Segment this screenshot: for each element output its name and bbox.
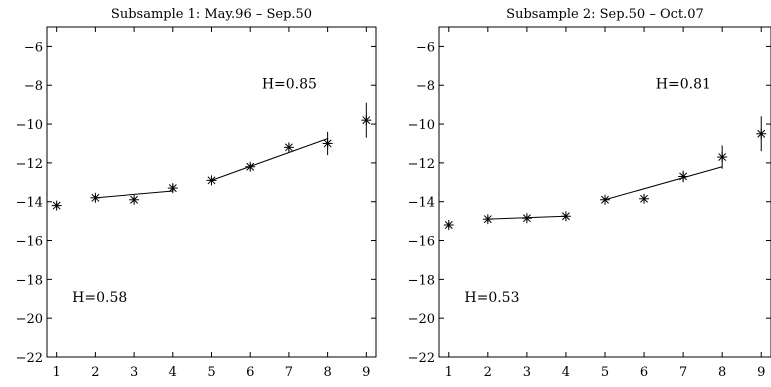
asterisk-stroke <box>362 116 371 125</box>
asterisk-stroke <box>284 143 293 152</box>
y-tick-label: −6 <box>416 40 435 55</box>
data-point <box>717 145 728 169</box>
y-tick-label: −12 <box>16 157 43 172</box>
y-tick-label: −18 <box>408 273 435 288</box>
chart-title: Subsample 2: Sep.50 – Oct.07 <box>506 7 704 22</box>
y-tick-label: −8 <box>416 79 435 94</box>
data-point <box>283 142 294 153</box>
x-tick-label: 6 <box>246 365 254 380</box>
data-point <box>482 214 493 225</box>
x-tick-label: 8 <box>718 365 726 380</box>
asterisk-stroke <box>91 193 100 202</box>
asterisk-stroke <box>207 176 216 185</box>
data-point <box>521 213 532 224</box>
x-tick-label: 7 <box>679 365 687 380</box>
asterisk-stroke <box>168 184 177 193</box>
data-point <box>443 220 454 230</box>
data-point <box>322 131 333 156</box>
asterisk-stroke <box>561 212 570 221</box>
x-tick-label: 2 <box>484 365 492 380</box>
x-tick-label: 1 <box>445 365 453 380</box>
fit-line <box>95 190 173 199</box>
x-tick-label: 9 <box>362 365 370 380</box>
chart-title: Subsample 1: May.96 – Sep.50 <box>111 7 312 22</box>
y-tick-label: −22 <box>16 351 43 366</box>
asterisk-stroke <box>130 195 139 204</box>
y-tick-label: −22 <box>408 351 435 366</box>
y-tick-label: −20 <box>16 312 43 327</box>
data-layer <box>51 102 372 211</box>
x-tick-label: 5 <box>601 365 609 380</box>
y-tick-label: −14 <box>408 196 435 211</box>
x-tick-label: 7 <box>285 365 293 380</box>
data-point <box>678 170 689 183</box>
asterisk-stroke <box>522 214 531 223</box>
x-tick-label: 8 <box>323 365 331 380</box>
y-tick-label: −18 <box>16 273 43 288</box>
data-point <box>129 194 140 205</box>
asterisk-stroke <box>483 215 492 224</box>
x-tick-label: 1 <box>53 365 61 380</box>
data-point <box>90 192 101 203</box>
fit-line <box>604 166 723 201</box>
plot-frame <box>438 26 771 358</box>
asterisk-stroke <box>52 201 61 210</box>
x-tick-label: 9 <box>757 365 765 380</box>
x-tick-label: 6 <box>640 365 648 380</box>
data-point <box>167 183 178 194</box>
x-tick-label: 3 <box>130 365 138 380</box>
chart-panel-2: Subsample 2: Sep.50 – Oct.07 −6 −8 −10 −12 −1… <box>408 7 771 380</box>
y-tick-label: −12 <box>408 157 435 172</box>
asterisk-stroke <box>323 139 332 148</box>
annotation-label: H=0.53 <box>464 290 519 306</box>
asterisk-stroke <box>757 129 766 138</box>
data-point <box>361 102 372 138</box>
x-tick-label: 3 <box>523 365 531 380</box>
y-tick-label: −16 <box>408 235 435 250</box>
asterisk-stroke <box>601 195 609 204</box>
data-point <box>245 161 256 172</box>
y-tick-label: −8 <box>24 79 43 94</box>
asterisk-stroke <box>718 153 727 162</box>
x-tick-label: 4 <box>562 365 570 380</box>
y-tick-label: −16 <box>16 235 43 250</box>
asterisk-stroke <box>444 221 453 229</box>
annotation-label: H=0.85 <box>262 76 317 92</box>
y-tick-label: −10 <box>16 118 43 133</box>
asterisk-stroke <box>246 162 255 171</box>
data-point <box>756 116 767 152</box>
asterisk-stroke <box>640 194 649 203</box>
plot-frame <box>46 26 377 358</box>
y-tick-label: −10 <box>408 118 435 133</box>
data-point <box>51 200 62 211</box>
data-layer <box>443 116 767 230</box>
x-tick-label: 2 <box>91 365 99 380</box>
y-tick-label: −20 <box>408 312 435 327</box>
y-tick-label: −6 <box>24 40 43 55</box>
annotation-label: H=0.58 <box>72 290 127 306</box>
x-tick-label: 4 <box>169 365 177 380</box>
x-tick-label: 5 <box>207 365 215 380</box>
data-point <box>560 211 571 222</box>
annotation-label: H=0.81 <box>656 76 711 92</box>
y-tick-label: −14 <box>16 196 43 211</box>
asterisk-stroke <box>679 172 688 181</box>
data-point <box>600 194 610 205</box>
data-point <box>639 193 650 204</box>
fit-line <box>211 138 328 181</box>
data-point <box>206 175 217 186</box>
chart-panel-1: Subsample 1: May.96 – Sep.50 −6 −8 −10 −12 −1… <box>16 7 377 380</box>
